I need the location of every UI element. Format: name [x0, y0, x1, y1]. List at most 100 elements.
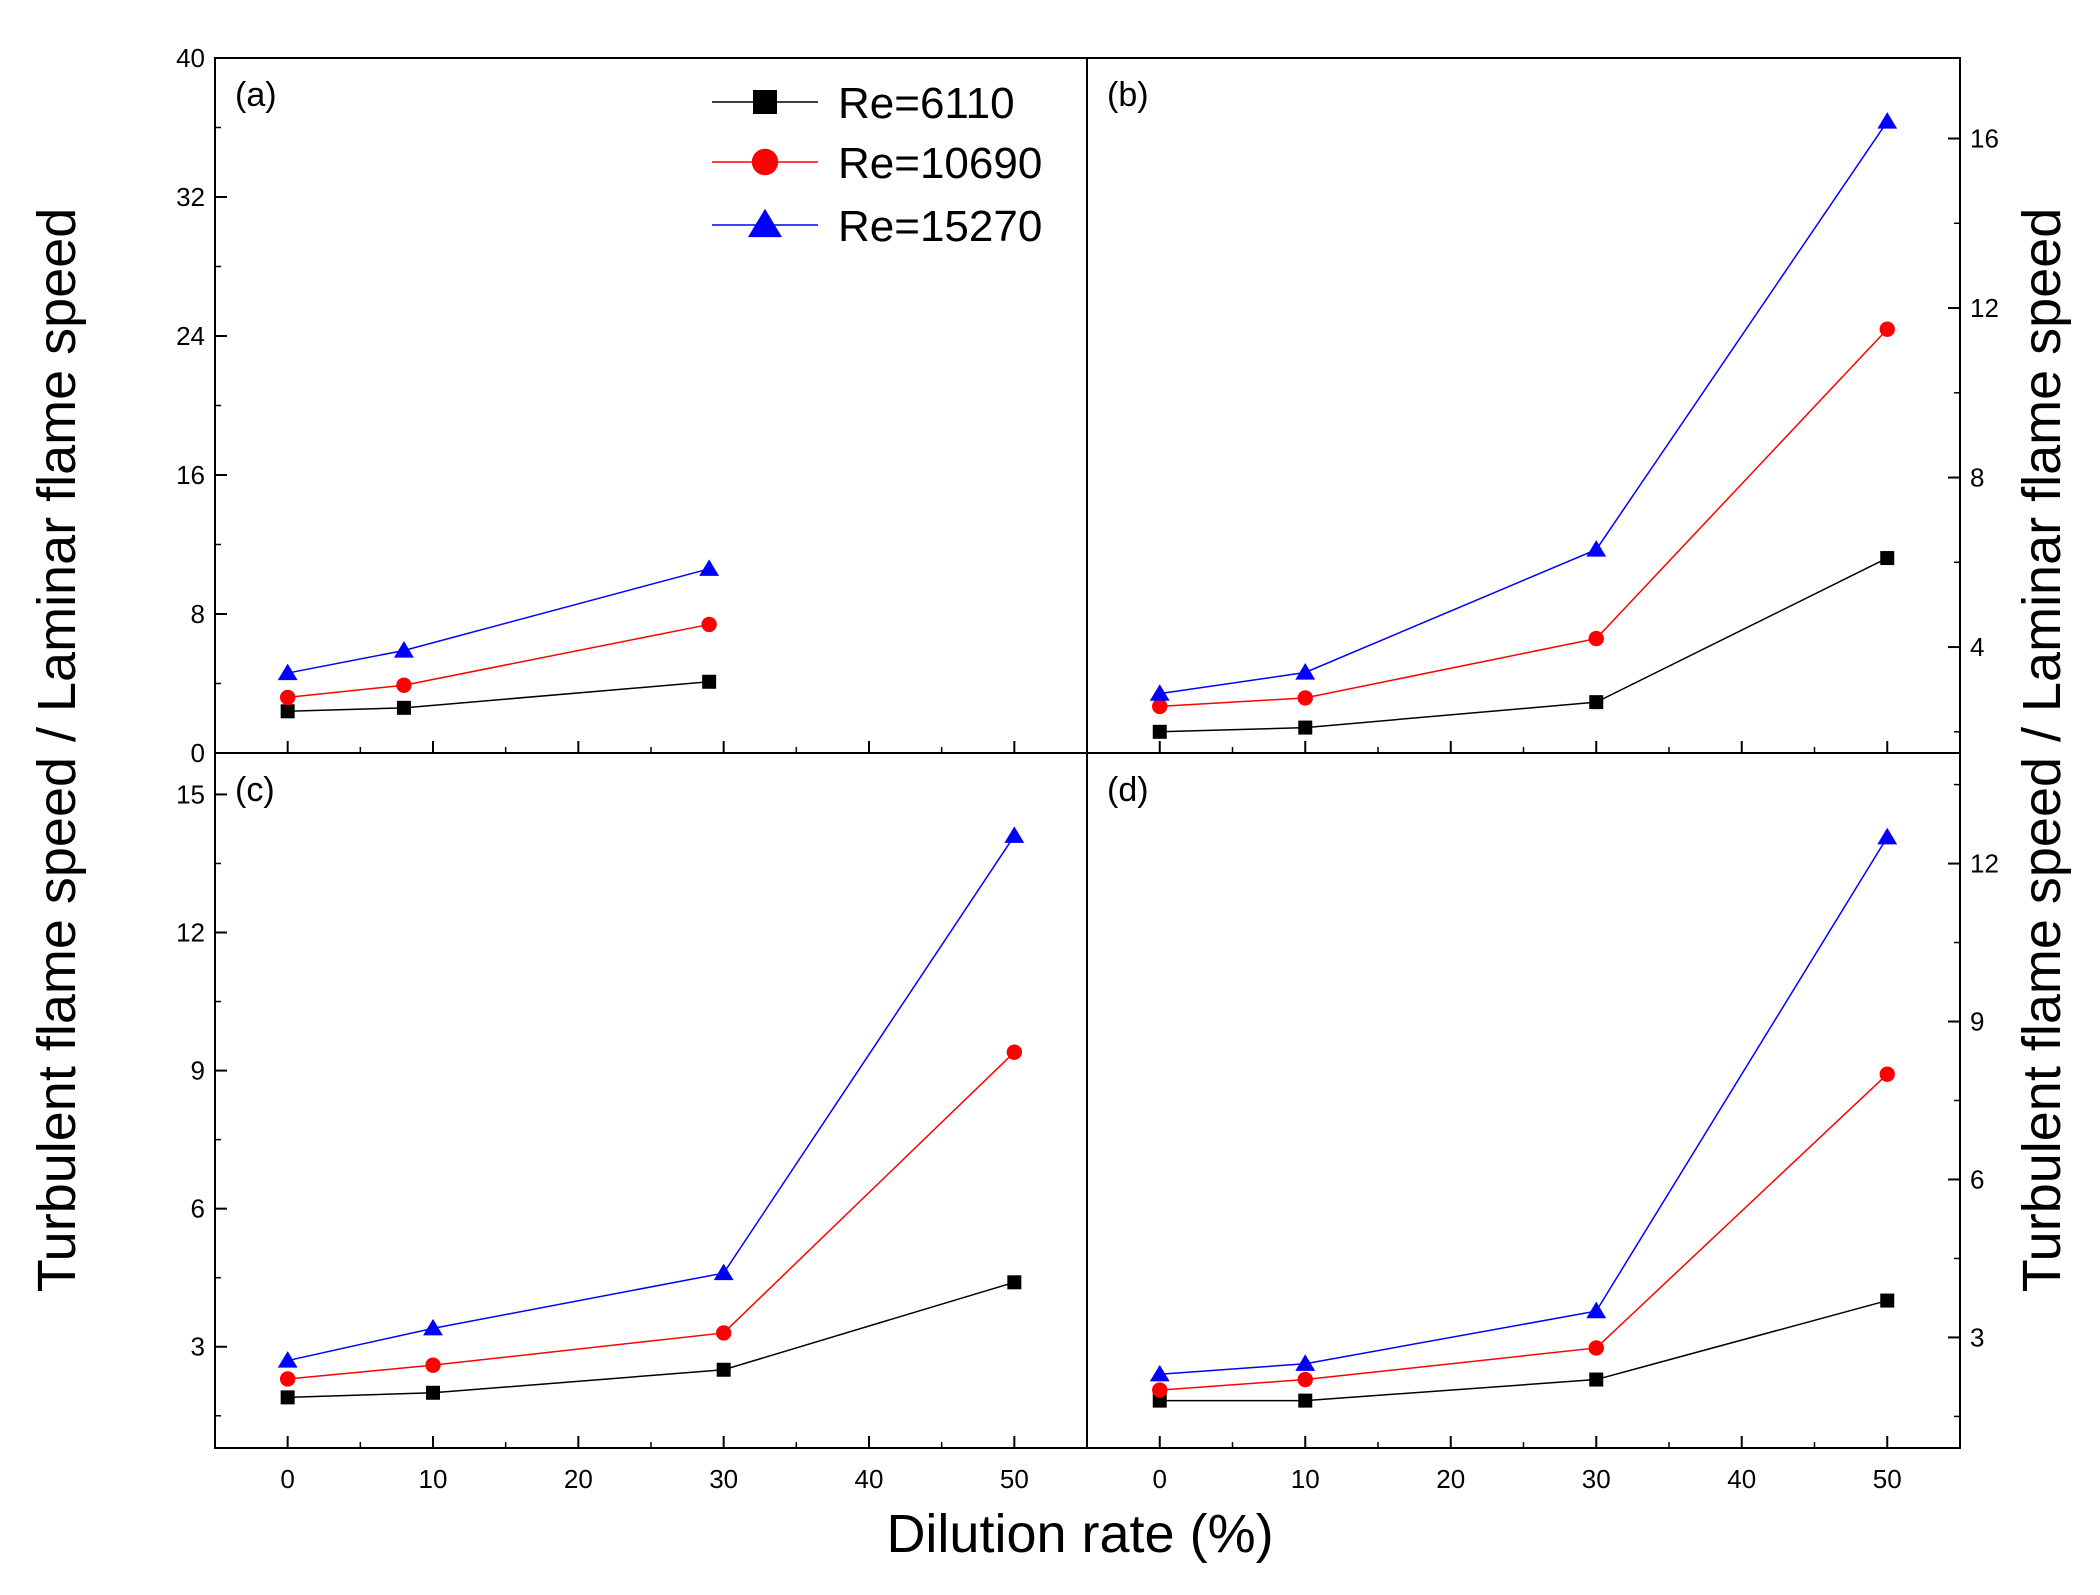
- data-point-re-10690: [1006, 1044, 1023, 1060]
- data-point-re-10690: [1588, 630, 1604, 647]
- data-point-re-6110: [702, 674, 717, 689]
- data-point-re-10690: [701, 616, 717, 633]
- data-point-re-15270: [1586, 1301, 1607, 1319]
- data-point-re-15270: [394, 641, 414, 658]
- data-point-re-10690: [1588, 1340, 1604, 1356]
- y-tick-label: 15: [176, 779, 205, 809]
- panel-c: 0 10 20 30 40 50 3 6 9 12 15 (c): [176, 752, 1088, 1494]
- series-line-re-15270: [287, 835, 1015, 1362]
- data-point-re-10690: [1152, 1382, 1168, 1398]
- y-tick-label: 4: [1970, 632, 1984, 662]
- data-point-re-10690: [1152, 698, 1168, 715]
- x-tick-label: 30: [1582, 1464, 1611, 1494]
- data-point-re-6110: [396, 700, 411, 715]
- series-line-re-15270: [1159, 121, 1888, 695]
- data-point-re-10690: [279, 689, 296, 706]
- y-tick-label: 8: [191, 599, 205, 629]
- data-point-re-10690: [279, 1371, 296, 1387]
- panel-label: (b): [1107, 76, 1149, 114]
- y-tick-label: 3: [1970, 1322, 1984, 1352]
- data-point-re-6110: [1589, 1372, 1604, 1387]
- y-tick-label: 16: [1970, 124, 1999, 154]
- y-tick-label: 32: [176, 182, 205, 212]
- data-point-re-6110: [1880, 551, 1895, 566]
- y-axis-title-right: Turbulent flame speed / Laminar flame sp…: [2012, 208, 2072, 1293]
- x-axis-title: Dilution rate (%): [886, 1504, 1273, 1564]
- y-tick-label: 12: [1970, 293, 1999, 323]
- x-tick-label: 40: [855, 1464, 884, 1494]
- x-tick-label: 0: [280, 1464, 294, 1494]
- data-point-re-10690: [1879, 1066, 1895, 1082]
- data-point-re-15270: [713, 1263, 734, 1281]
- y-tick-label: 12: [1970, 849, 1999, 879]
- series-line-re-6110: [287, 1281, 1015, 1399]
- data-point-re-15270: [277, 663, 298, 681]
- data-point-re-6110: [1589, 695, 1604, 710]
- data-point-re-6110: [1152, 724, 1167, 739]
- panel-label: (a): [235, 76, 277, 114]
- panel-d: 0 10 20 30 40 50 3 6 9 12 (d): [1086, 752, 1999, 1494]
- x-tick-label: 20: [564, 1464, 593, 1494]
- data-point-re-10690: [1879, 321, 1895, 337]
- y-tick-label: 0: [191, 738, 205, 768]
- x-tick-label: 50: [1000, 1464, 1029, 1494]
- data-point-re-15270: [1295, 663, 1316, 680]
- data-point-re-15270: [423, 1318, 443, 1336]
- panel-label: (d): [1107, 771, 1149, 809]
- data-point-re-10690: [396, 677, 412, 693]
- panel-label: (c): [235, 771, 275, 809]
- data-point-re-15270: [1149, 684, 1170, 701]
- data-point-re-15270: [1149, 1364, 1170, 1382]
- series-line-re-6110: [1159, 1299, 1888, 1402]
- data-point-re-10690: [425, 1357, 441, 1373]
- series-line-re-10690: [287, 1051, 1015, 1380]
- y-tick-label: 8: [1970, 463, 1984, 493]
- data-point-re-6110: [280, 704, 295, 719]
- x-tick-label: 10: [419, 1464, 448, 1494]
- data-point-re-15270: [1004, 826, 1025, 843]
- data-point-re-15270: [1877, 827, 1898, 845]
- y-tick-label: 6: [191, 1194, 205, 1224]
- legend-marker-re-15270: [747, 208, 783, 238]
- x-tick-label: 30: [709, 1464, 738, 1494]
- data-point-re-15270: [277, 1351, 298, 1368]
- x-tick-label: 0: [1153, 1464, 1167, 1494]
- data-point-re-15270: [1586, 540, 1607, 557]
- y-tick-label: 6: [1970, 1164, 1984, 1194]
- legend: Re=6110 Re=10690 Re=15270: [712, 79, 1042, 251]
- data-point-re-15270: [699, 559, 720, 576]
- y-tick-label: 9: [1970, 1007, 1984, 1037]
- x-tick-label: 10: [1291, 1464, 1320, 1494]
- x-tick-label: 50: [1873, 1464, 1902, 1494]
- x-tick-label: 20: [1436, 1464, 1465, 1494]
- data-point-re-10690: [1297, 1371, 1313, 1388]
- data-point-re-15270: [1295, 1354, 1316, 1371]
- data-point-re-15270: [1877, 112, 1898, 129]
- legend-marker-re-6110: [753, 90, 777, 114]
- data-point-re-6110: [716, 1362, 731, 1377]
- y-tick-label: 9: [191, 1056, 205, 1086]
- data-point-re-6110: [1880, 1293, 1895, 1308]
- data-point-re-10690: [715, 1325, 732, 1341]
- legend-marker-re-10690: [751, 148, 779, 176]
- x-tick-label: 40: [1727, 1464, 1756, 1494]
- series-line-re-10690: [1159, 328, 1888, 708]
- y-tick-label: 16: [176, 460, 205, 490]
- y-tick-label: 3: [191, 1332, 205, 1362]
- y-tick-label: 40: [176, 43, 205, 73]
- data-point-re-6110: [426, 1385, 440, 1400]
- y-tick-label: 24: [176, 321, 205, 351]
- series-line-re-15270: [1159, 836, 1888, 1376]
- data-point-re-6110: [1152, 1393, 1167, 1408]
- panel-b: 4 8 12 16 (b): [1086, 57, 1999, 754]
- series-line-re-6110: [1159, 557, 1888, 733]
- legend-label-re-10690: Re=10690: [838, 139, 1042, 188]
- series-line-re-10690: [1159, 1073, 1888, 1391]
- legend-label-re-15270: Re=15270: [838, 202, 1042, 251]
- y-tick-label: 12: [176, 918, 205, 948]
- data-point-re-6110: [280, 1390, 295, 1405]
- data-point-re-6110: [1007, 1275, 1022, 1290]
